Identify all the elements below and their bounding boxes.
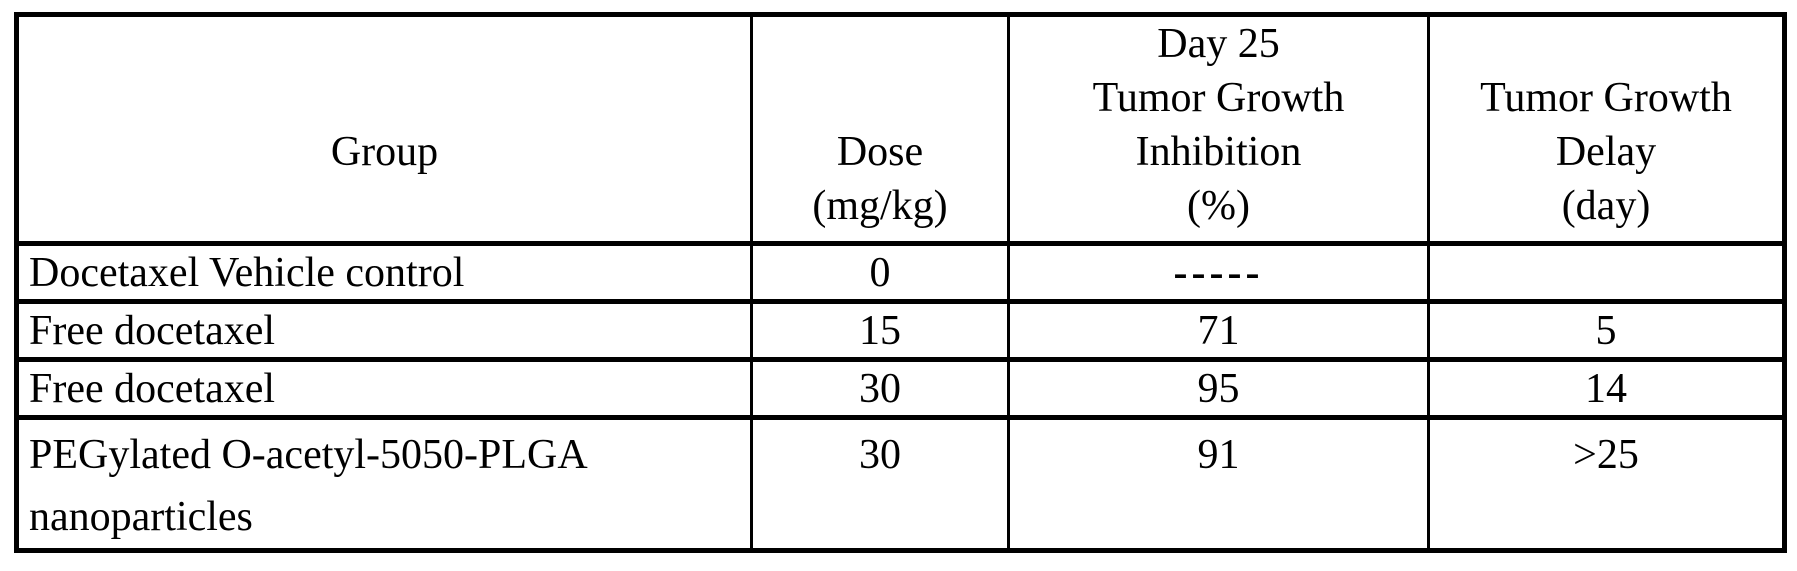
cell-group: Free docetaxel bbox=[15, 299, 753, 362]
header-delay-line2: Delay bbox=[1555, 129, 1657, 175]
header-delay-line1: Tumor Growth bbox=[1480, 75, 1732, 121]
header-inhibition-line1: Day 25 bbox=[1157, 21, 1280, 67]
cell-group: PEGylated O-acetyl-5050-PLGA nanoparticl… bbox=[15, 415, 753, 553]
cell-dose: 30 bbox=[750, 415, 1010, 553]
cell-delay: 5 bbox=[1427, 299, 1786, 362]
results-table: Group Dose (mg/kg) Day 25 Tumor Growth I… bbox=[14, 12, 1787, 553]
table-row: Docetaxel Vehicle control 0 ----- bbox=[15, 241, 1786, 304]
cell-inhibition: 95 bbox=[1007, 357, 1430, 420]
header-cell-group: Group bbox=[15, 12, 753, 246]
cell-inhibition: 71 bbox=[1007, 299, 1430, 362]
header-dose-label: Dose bbox=[836, 129, 924, 175]
table-row: PEGylated O-acetyl-5050-PLGA nanoparticl… bbox=[15, 415, 1786, 553]
header-dose-unit: (mg/kg) bbox=[812, 183, 948, 229]
cell-delay: >25 bbox=[1427, 415, 1786, 553]
table-row: Free docetaxel 15 71 5 bbox=[15, 299, 1786, 362]
header-group-label: Group bbox=[330, 129, 439, 175]
cell-inhibition: 91 bbox=[1007, 415, 1430, 553]
header-inhibition-line2: Tumor Growth bbox=[1092, 75, 1345, 121]
cell-delay: 14 bbox=[1427, 357, 1786, 420]
header-row: Group Dose (mg/kg) Day 25 Tumor Growth I… bbox=[15, 12, 1786, 246]
header-cell-dose: Dose (mg/kg) bbox=[750, 12, 1010, 246]
header-cell-delay: Tumor Growth Delay (day) bbox=[1427, 12, 1786, 246]
cell-group: Free docetaxel bbox=[15, 357, 753, 420]
table-row: Free docetaxel 30 95 14 bbox=[15, 357, 1786, 420]
header-inhibition-line3: Inhibition bbox=[1135, 129, 1302, 175]
cell-dose: 15 bbox=[750, 299, 1010, 362]
header-delay-unit: (day) bbox=[1561, 183, 1651, 229]
cell-dose: 0 bbox=[750, 241, 1010, 304]
cell-group: Docetaxel Vehicle control bbox=[15, 241, 753, 304]
cell-dose: 30 bbox=[750, 357, 1010, 420]
cell-delay bbox=[1427, 241, 1786, 304]
header-inhibition-unit: (%) bbox=[1187, 183, 1250, 229]
header-cell-inhibition: Day 25 Tumor Growth Inhibition (%) bbox=[1007, 12, 1430, 246]
cell-inhibition: ----- bbox=[1007, 241, 1430, 304]
